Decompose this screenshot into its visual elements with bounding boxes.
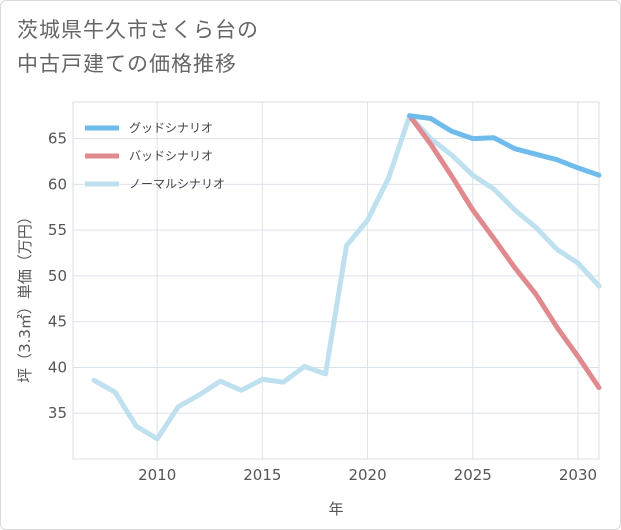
- chart-title-line1: 茨城県牛久市さくら台の: [17, 18, 259, 42]
- x-tick-label: 2020: [348, 466, 386, 484]
- legend-label: ノーマルシナリオ: [129, 177, 225, 191]
- y-axis-label: 坪（3.3㎡）単価（万円）: [16, 209, 34, 383]
- y-tick-label: 35: [48, 404, 67, 422]
- y-tick-label: 60: [48, 175, 67, 193]
- data-series: [91, 113, 602, 442]
- series-normal-line: [91, 113, 602, 442]
- x-tick-label: 2010: [138, 466, 176, 484]
- series-good-line: [407, 113, 602, 178]
- chart-title-line2: 中古戸建ての価格推移: [17, 52, 237, 76]
- legend-label: バッドシナリオ: [129, 149, 213, 163]
- x-tick-label: 2015: [243, 466, 281, 484]
- chart-title: 茨城県牛久市さくら台の 中古戸建ての価格推移: [17, 13, 259, 81]
- y-tick-label: 50: [48, 267, 67, 285]
- grid-lines: [73, 102, 599, 459]
- series-bad-line: [407, 113, 602, 391]
- y-tick-labels: 35 40 45 50 55 60 65: [48, 130, 67, 423]
- x-tick-label: 2030: [559, 466, 597, 484]
- x-axis-label: 年: [328, 500, 343, 518]
- plot-area: [72, 101, 600, 460]
- y-tick-label: 45: [48, 313, 67, 331]
- y-tick-label: 40: [48, 358, 67, 376]
- y-tick-label: 55: [48, 221, 67, 239]
- y-tick-label: 65: [48, 130, 67, 148]
- x-tick-labels: 2010 2015 2020 2025 2030: [138, 466, 597, 484]
- legend-label: グッドシナリオ: [129, 121, 213, 135]
- x-tick-label: 2025: [454, 466, 492, 484]
